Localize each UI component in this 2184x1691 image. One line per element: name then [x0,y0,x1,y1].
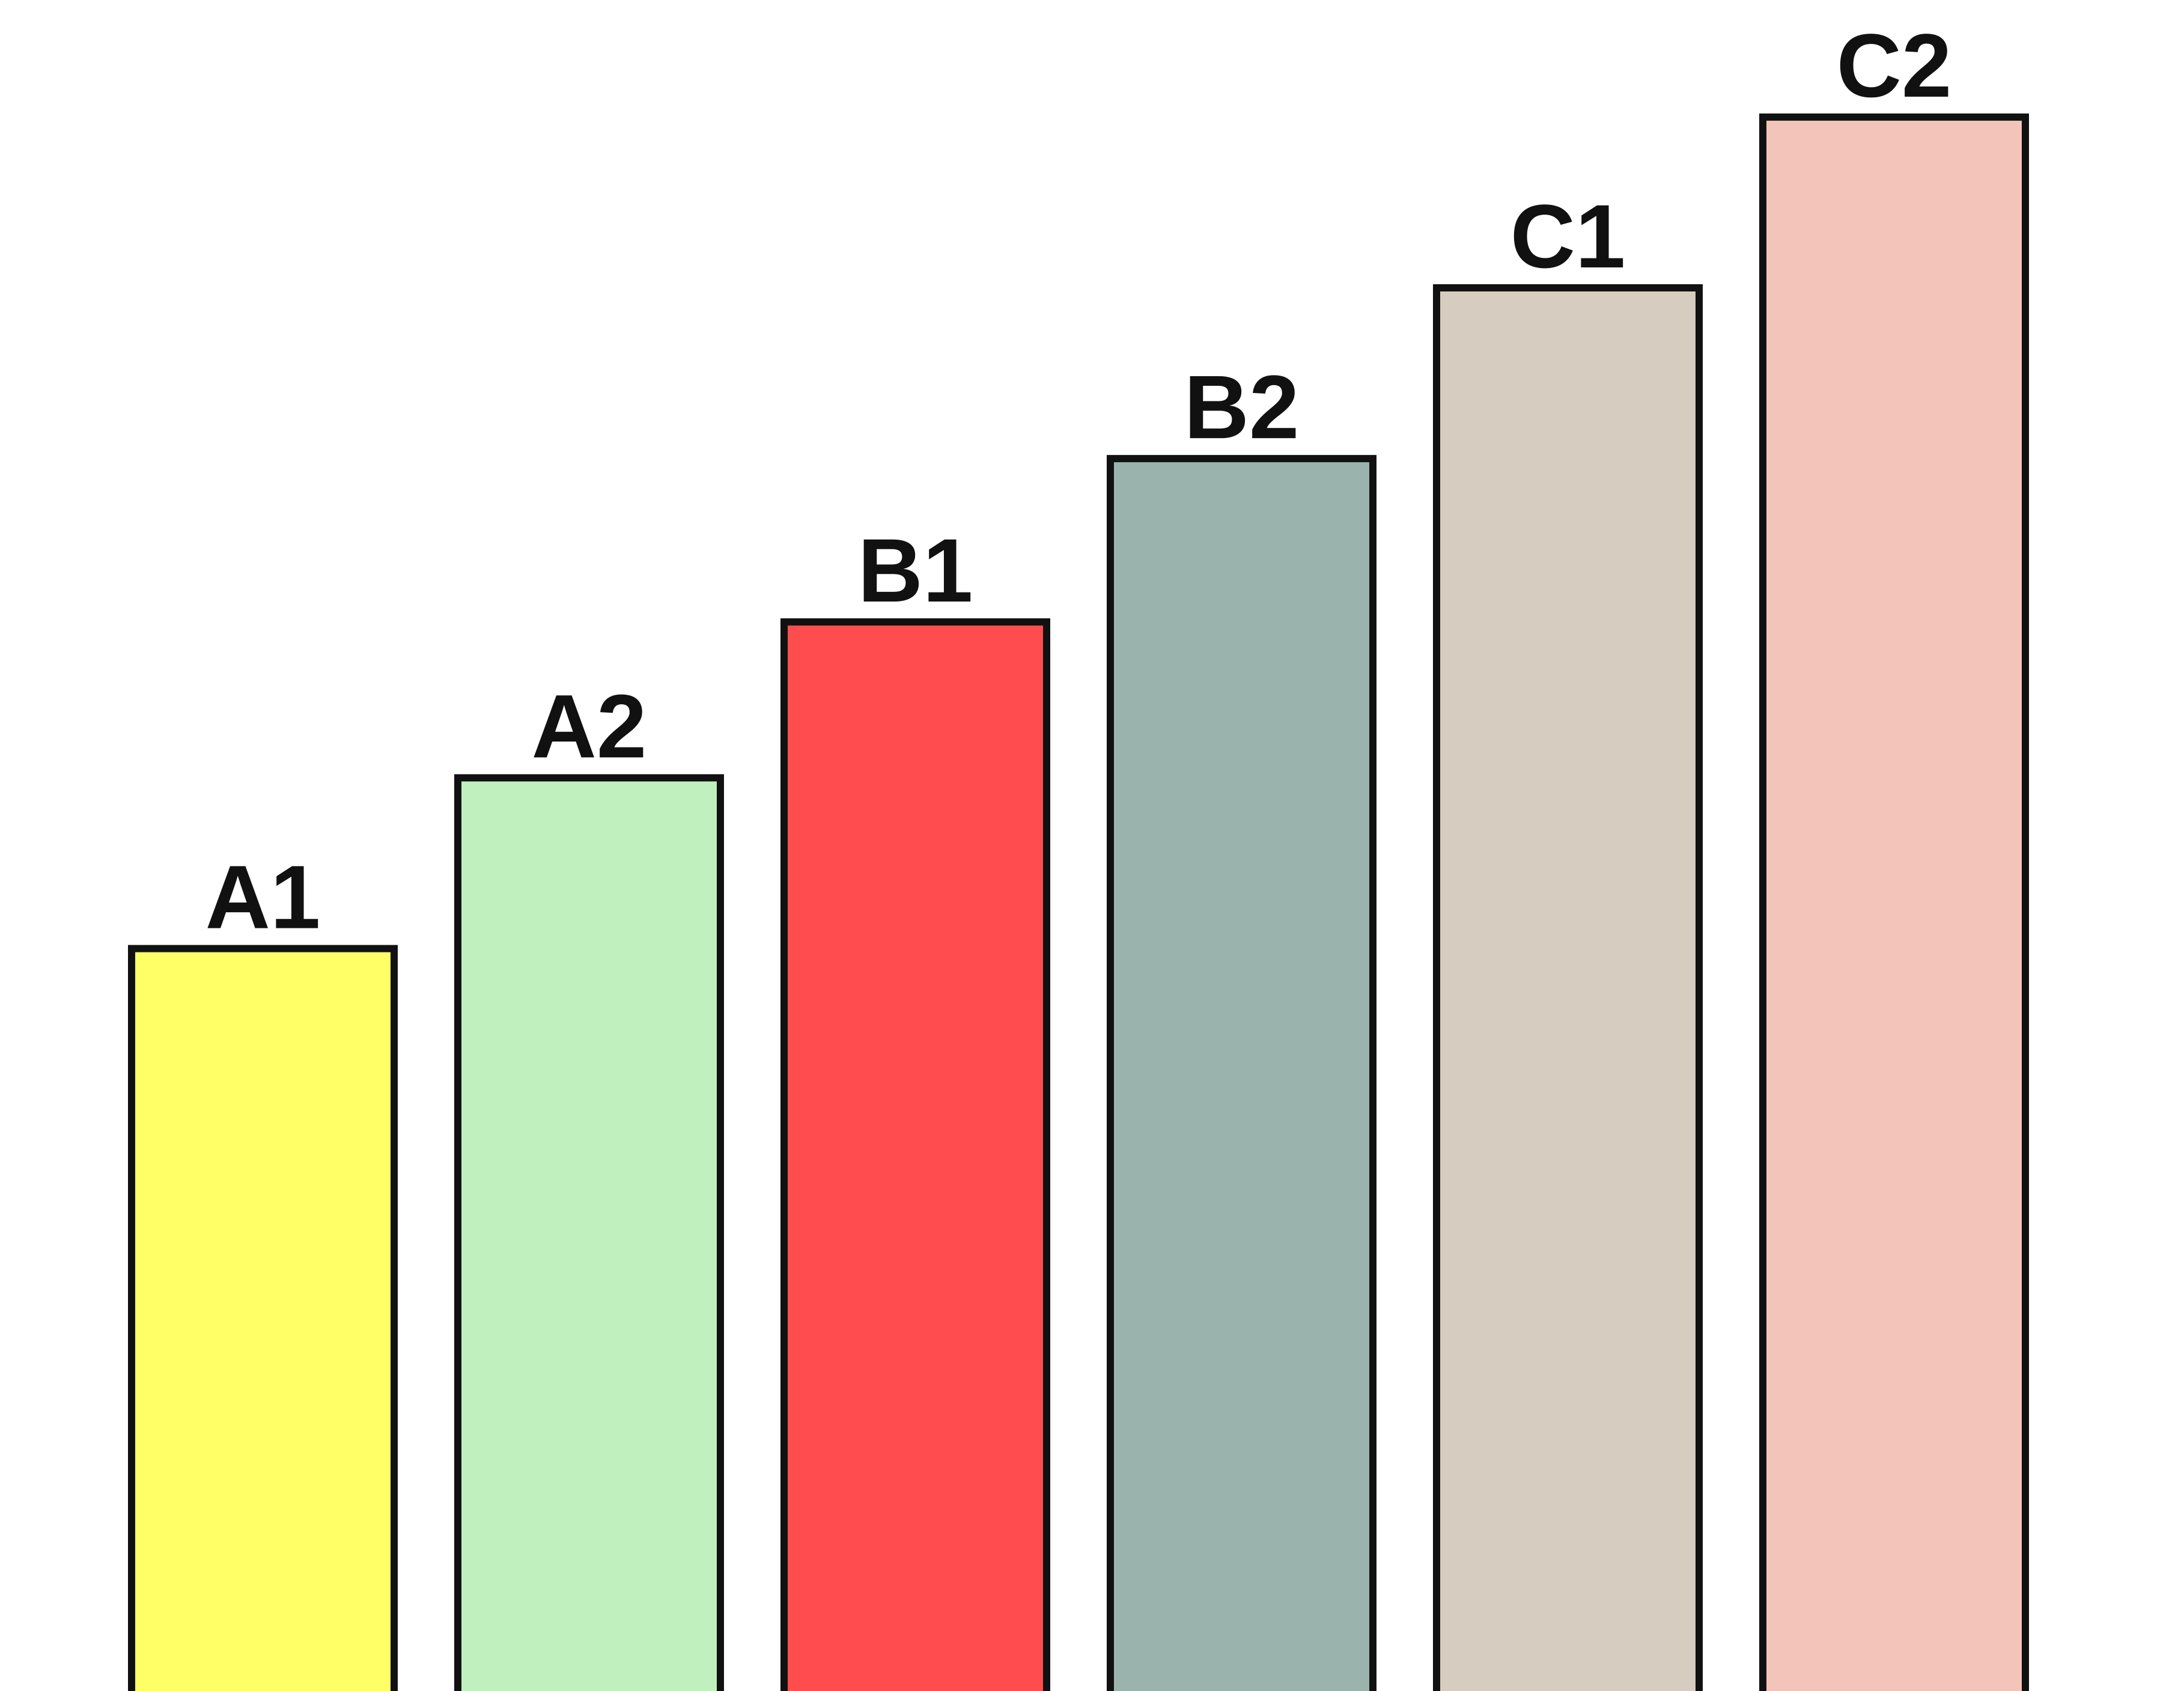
bar-label-c1: C1 [1510,186,1626,287]
bar-label-a2: A2 [532,675,647,776]
bar-b2 [1107,455,1376,1691]
bar-a1 [128,945,398,1691]
bar-label-a1: A1 [205,847,321,948]
bar-b1 [780,618,1050,1691]
bar-label-b1: B1 [858,520,973,621]
bar-label-b2: B2 [1184,356,1300,457]
bar-c1 [1433,284,1703,1691]
bar-c2 [1759,113,2029,1691]
bar-a2 [454,774,724,1691]
bars-layer [128,113,2029,1691]
bar-label-c2: C2 [1837,15,1952,116]
bar-labels-layer: A1 A2 B1 B2 C1 C2 [205,15,1952,948]
